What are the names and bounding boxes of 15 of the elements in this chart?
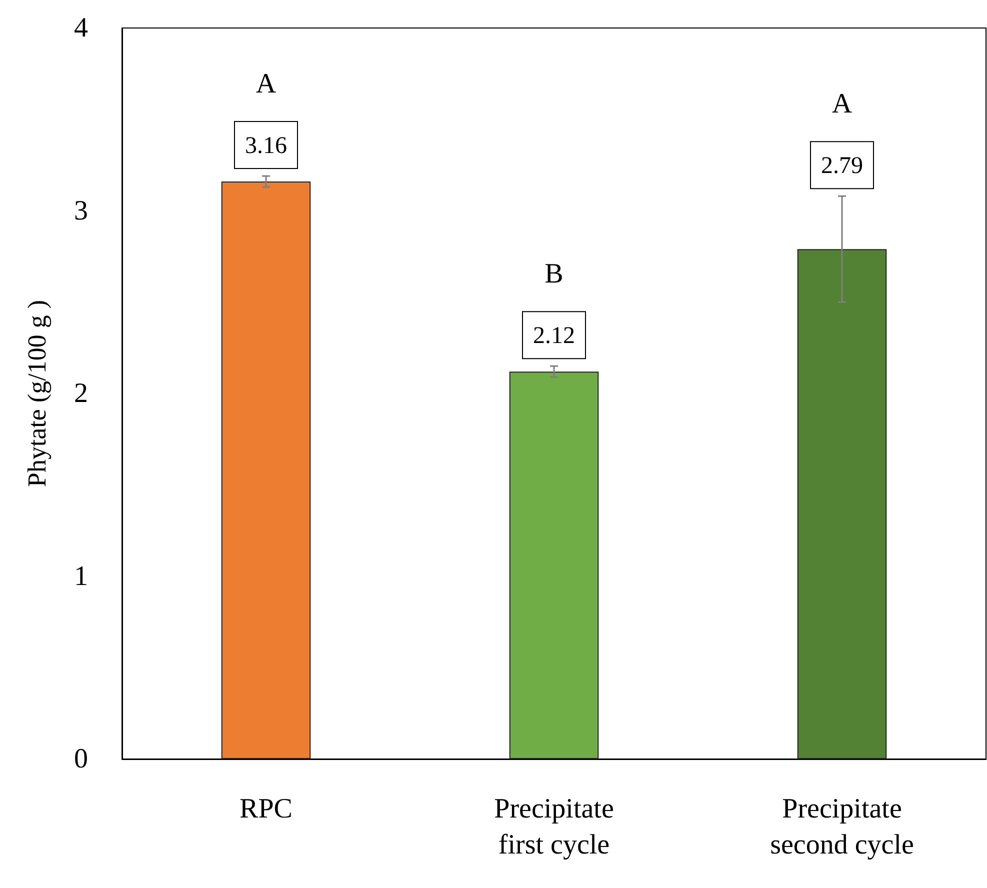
annotation: A [832, 88, 853, 120]
y-axis-title: Phytate (g/100 g ) [22, 300, 52, 488]
y-tick-label: 4 [74, 12, 88, 44]
x-tick-label: RPC [240, 794, 292, 824]
data-label: 3.16 [245, 133, 287, 160]
y-tick-label: 3 [74, 195, 88, 226]
annotation: A [256, 68, 277, 100]
annotation: B [544, 258, 564, 290]
data-label: 2.12 [533, 323, 575, 350]
y-tick-label: 1 [74, 560, 88, 592]
y-tick-label: 0 [74, 744, 88, 774]
y-tick-label: 2 [74, 378, 88, 409]
x-tick-label: Precipitate first cycle [494, 794, 614, 860]
x-tick-label: Precipitate second cycle [770, 794, 914, 860]
data-label: 2.79 [821, 153, 863, 180]
